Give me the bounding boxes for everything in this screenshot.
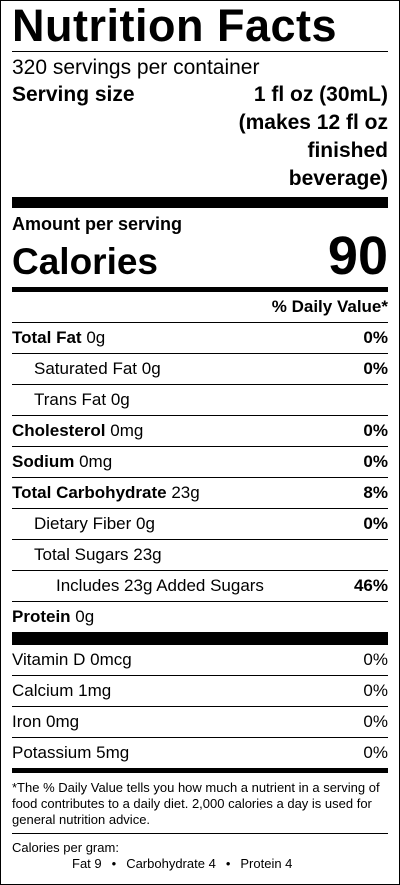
vitamin-name: Iron [12,712,42,731]
serving-size: Serving size 1 fl oz (30mL) (makes 12 fl … [12,81,388,193]
nutrient: Cholesterol 0mg [12,421,143,441]
thick-bar [12,197,388,208]
nutrient-name: Protein [12,607,71,626]
calories: Calories 90 [12,226,388,287]
calories-per-gram: Calories per gram: Fat 9 • Carbohydrate 4 •… [12,834,388,872]
nutrient-amount: 0g [86,328,106,347]
calories-value: 90 [327,226,388,286]
vitamin-dv: 0% [363,681,388,700]
bullet: • [111,856,117,871]
bullet: • [225,856,231,871]
nutrient-dv: 0% [363,359,388,378]
serving-size-line: (makes 12 fl oz [238,111,388,134]
nutrient: Dietary Fiber 0g [12,514,155,534]
daily-value-header: % Daily Value* [12,292,388,323]
nutrient-dv: 0% [363,514,388,533]
divider [12,51,388,52]
serving-size-line: 1 fl oz (30mL) [253,83,388,106]
nutrient: Total Sugars 23g [12,545,162,565]
medium-bar [12,287,388,292]
nutrient-row: Trans Fat 0g [12,384,388,415]
serving-size-label: Serving size [12,83,135,106]
nutrient-amount: 0g [75,607,95,626]
nutrient: Saturated Fat 0g [12,359,161,379]
nutrient-dv: 46% [353,576,388,595]
vitamin-row: Potassium 5mg 0% [12,737,388,768]
nutrient-row: Total Sugars 23g [12,539,388,570]
vitamin-row: Calcium 1mg 0% [12,675,388,706]
vitamin-list: Vitamin D 0mcg 0% Calcium 1mg 0% Iron 0mg 0% P… [12,645,388,768]
nutrient-row: Dietary Fiber 0g 0% [12,508,388,539]
calories-label: Calories [12,241,159,282]
nutrient-amount: 23g [133,545,162,564]
vitamin-row: Iron 0mg 0% [12,706,388,737]
thick-bar [12,632,388,645]
nutrient-amount: 0mg [110,421,144,440]
serving-size-value: 1 fl oz (30mL) (makes 12 fl oz finished bev… [239,81,388,193]
vitamin: Calcium 1mg [12,681,111,701]
nutrient-name: Saturated Fat [34,359,138,378]
nutrient-row: Cholesterol 0mg 0% [12,415,388,446]
nutrient: Includes 23g Added Sugars [12,576,264,596]
nutrient: Total Fat 0g [12,328,105,348]
nutrient-dv: 0% [363,421,388,440]
nutrient-name: Total Carbohydrate [12,483,167,502]
vitamin-amount: 1mg [78,681,112,700]
nutrient-name: Total Sugars [34,545,129,564]
nutrient-row: Protein 0g [12,601,388,632]
nutrient-dv: 0% [363,328,388,347]
nutrient-list: Total Fat 0g 0% Saturated Fat 0g 0% Trans Fa… [12,323,388,632]
vitamin-dv: 0% [363,650,388,669]
vitamin-name: Vitamin D [12,650,86,669]
nutrient-amount: 0g [136,514,155,533]
vitamin: Vitamin D 0mcg [12,650,132,670]
nutrient: Protein 0g [12,607,94,627]
nutrient: Sodium 0mg [12,452,112,472]
title: Nutrition Facts [12,0,338,51]
nutrient-row: Includes 23g Added Sugars 46% [12,570,388,601]
serving-size-line: finished [307,139,388,162]
nutrient-amount: 0g [141,359,161,378]
vitamin-amount: 0mg [46,712,80,731]
nutrient-amount: 0g [110,390,130,409]
calories-per-gram-item: Carbohydrate 4 [126,856,216,871]
nutrient-name: Sodium [12,452,75,471]
nutrient-amount: 0mg [79,452,113,471]
nutrient-row: Saturated Fat 0g 0% [12,353,388,384]
nutrient: Total Carbohydrate 23g [12,483,200,503]
servings: 320 servings per container [12,56,260,79]
vitamin-name: Potassium [12,743,92,762]
nutrient-name: Includes 23g Added Sugars [56,576,264,595]
nutrient-name: Trans Fat [34,390,107,409]
nutrient: Trans Fat 0g [12,390,130,410]
medium-bar [12,768,388,773]
nutrient-name: Total Fat [12,328,82,347]
serving-size-line: beverage) [288,167,388,190]
calories-per-gram-label: Calories per gram: [12,840,119,855]
calories-per-gram-item: Fat 9 [72,856,102,871]
nutrient-row: Total Fat 0g 0% [12,323,388,353]
nutrient-dv: 0% [363,452,388,471]
vitamin: Iron 0mg [12,712,79,732]
nutrient-row: Total Carbohydrate 23g 8% [12,477,388,508]
calories-per-gram-item: Protein 4 [240,856,293,871]
vitamin: Potassium 5mg [12,743,129,763]
vitamin-amount: 0mcg [90,650,132,669]
calories-per-gram-items: Fat 9 • Carbohydrate 4 • Protein 4 [12,856,388,872]
amount-per-serving: Amount per serving [12,214,183,234]
nutrient-row: Sodium 0mg 0% [12,446,388,477]
vitamin-name: Calcium [12,681,74,700]
vitamin-dv: 0% [363,743,388,762]
vitamin-amount: 5mg [96,743,130,762]
vitamin-row: Vitamin D 0mcg 0% [12,645,388,675]
nutrient-amount: 23g [171,483,200,502]
nutrient-name: Cholesterol [12,421,106,440]
vitamin-dv: 0% [363,712,388,731]
nutrient-dv: 8% [363,483,388,502]
footnote: *The % Daily Value tells you how much a … [12,773,388,834]
nutrient-name: Dietary Fiber [34,514,132,533]
